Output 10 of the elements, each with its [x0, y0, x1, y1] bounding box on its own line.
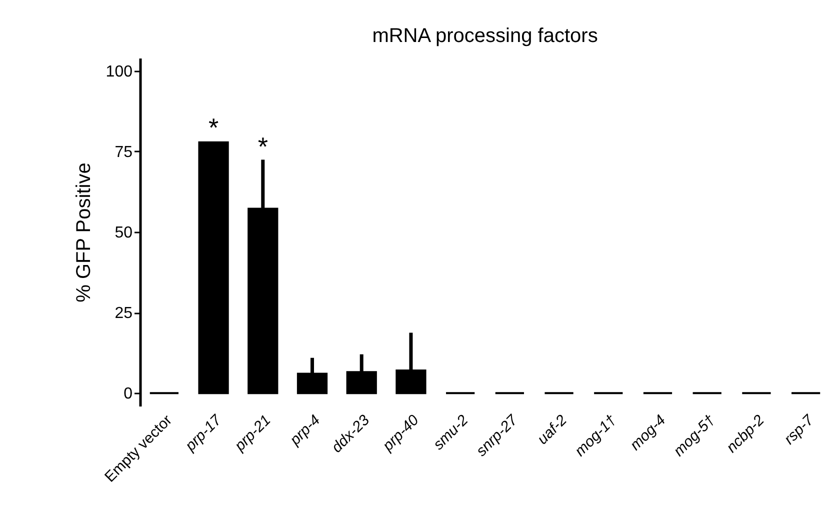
bar: [198, 141, 229, 394]
data-label: *: [208, 112, 219, 142]
y-tick-label: 25: [114, 305, 133, 322]
y-tick-label: 75: [114, 144, 133, 161]
y-tick-label: 50: [114, 224, 133, 242]
chart-title: mRNA processing factors: [372, 25, 598, 47]
y-tick-label: 100: [106, 63, 133, 80]
y-axis-title: % GFP Positive: [72, 162, 95, 302]
data-label: *: [258, 131, 268, 162]
y-tick-label: 0: [124, 386, 133, 403]
